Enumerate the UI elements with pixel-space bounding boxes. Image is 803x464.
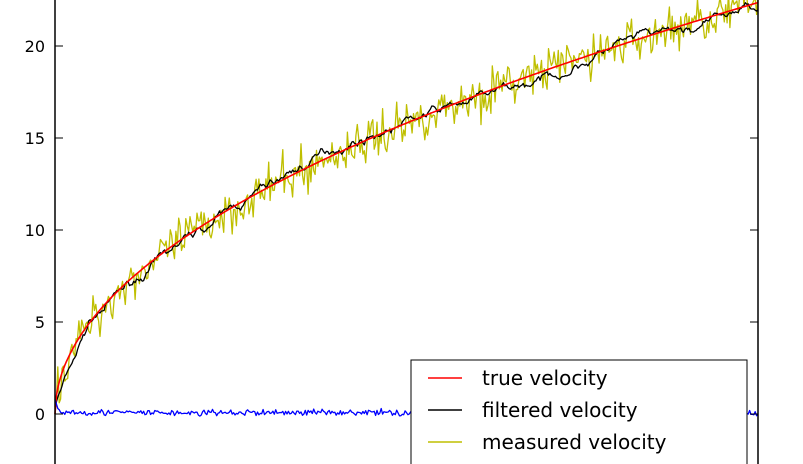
legend-label: true velocity [482,366,608,390]
y-tick-label: 15 [25,129,45,148]
y-tick-label: 0 [35,405,45,424]
axes-frame [54,0,759,464]
legend-label: measured velocity [482,430,667,454]
series-line-filtered-velocity [54,2,759,407]
y-axis-ticks: 0 5 10 15 20 [25,37,758,424]
axes-border [54,0,759,464]
legend-box [410,359,748,464]
y-tick-label: 10 [25,221,45,240]
y-tick-label: 20 [25,37,45,56]
series-line-true-velocity [54,1,759,415]
y-tick-label: 5 [35,313,45,332]
legend: true velocity filtered velocity measured v… [410,359,748,464]
plot-lines [54,0,759,418]
series-line-measured-velocity [54,0,759,415]
legend-label: filtered velocity [482,398,638,422]
